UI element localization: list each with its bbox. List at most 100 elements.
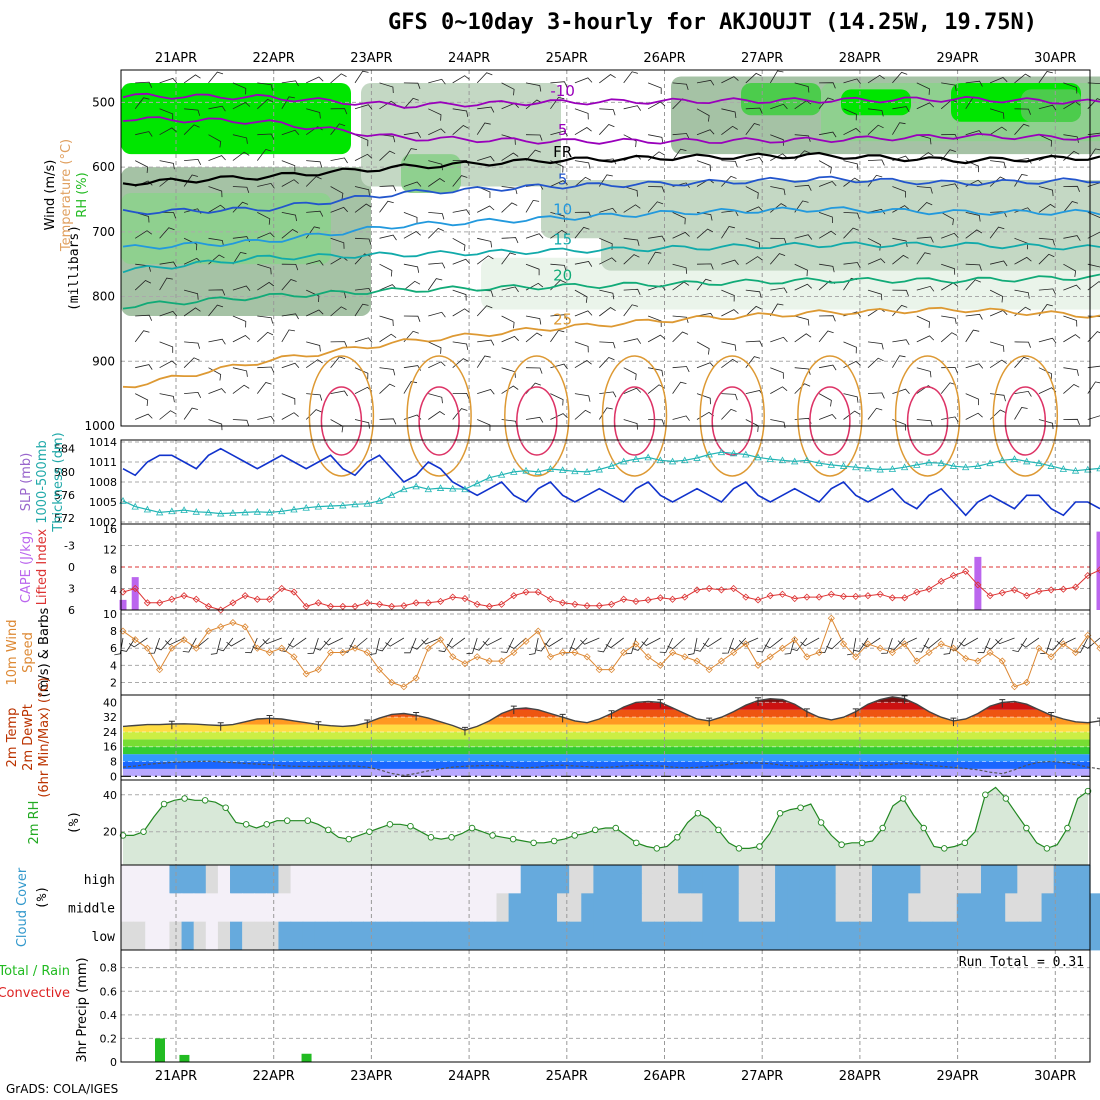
cloud-cell [871, 893, 885, 923]
date-label-top: 26APR [643, 51, 685, 66]
wind-barb [599, 257, 617, 265]
wind-barb [989, 341, 1005, 352]
wind-barb [819, 263, 835, 273]
thickness-marker [461, 485, 469, 493]
panel-label: 2m Temp [5, 708, 20, 768]
wind-barb [721, 125, 738, 136]
cloud-cell [629, 893, 643, 923]
lifted-index-marker [620, 595, 628, 603]
wind-barb [135, 393, 149, 407]
cloud-cell [133, 921, 146, 951]
cloud-cell [581, 893, 594, 923]
cloud-cell [460, 893, 473, 923]
cloud-cell [375, 865, 389, 894]
minmax-marker [950, 717, 957, 727]
wind-speed-marker [290, 653, 298, 661]
wind-barb [1014, 407, 1028, 420]
rh-marker [201, 797, 209, 804]
wind-barb [501, 335, 519, 343]
thickness-marker [424, 485, 432, 493]
wind-speed-marker [1072, 648, 1080, 657]
lifted-index-marker [888, 594, 896, 602]
rh-marker [838, 841, 845, 848]
wind-speed-marker [473, 653, 481, 661]
rh-marker [694, 810, 702, 817]
wind-barb [330, 390, 348, 397]
surface-wind-barb [580, 637, 600, 645]
cloud-cell [750, 921, 764, 951]
surface-wind-barb [128, 637, 148, 648]
minmax-marker [803, 708, 810, 717]
wind-barb [550, 229, 568, 239]
wind-barb [623, 419, 638, 430]
wind-barb [452, 408, 468, 420]
wind-barb [428, 108, 442, 121]
wind-barb [648, 419, 665, 426]
thickness-marker [290, 505, 298, 513]
thickness-marker [925, 458, 933, 466]
wind-barb [281, 179, 299, 187]
wind-barb [501, 252, 516, 265]
wind-speed-marker [962, 654, 970, 663]
wind-barb [892, 388, 910, 394]
wind-speed-marker [693, 657, 701, 665]
surface-wind-barb [888, 637, 905, 651]
surface-wind-barb [702, 637, 722, 648]
wind-barb [721, 160, 738, 168]
panel-label: 10m Wind [5, 619, 20, 685]
rh-marker [509, 835, 517, 843]
wind-barb [1087, 231, 1100, 239]
wind-barb [818, 160, 832, 174]
wind-barb [1087, 132, 1100, 136]
thickness-marker [827, 461, 835, 468]
temperature-band [123, 761, 1090, 769]
lifted-index-marker [583, 602, 591, 610]
thickness-marker [595, 465, 603, 473]
lifted-index-marker [815, 593, 823, 601]
wind-barb [403, 263, 420, 273]
wind-barb [623, 338, 642, 344]
cloud-cell [690, 865, 703, 894]
thickness-marker [778, 456, 787, 464]
wind-speed-marker [485, 657, 493, 665]
cloud-cell [532, 893, 546, 923]
rh-shading [401, 154, 461, 193]
minmax-marker [1097, 717, 1100, 727]
cloud-cell [1090, 921, 1100, 951]
date-label-bottom: 23APR [350, 1069, 392, 1084]
wind-barb [354, 237, 372, 245]
wind-barb [965, 393, 979, 406]
date-label-top: 25APR [546, 51, 588, 66]
wind-barb [623, 304, 639, 317]
wind-barb [1087, 212, 1100, 219]
wind-barb [1063, 418, 1080, 425]
wind-barb [1014, 289, 1030, 299]
thickness-marker [900, 463, 909, 471]
wind-barb [843, 262, 861, 268]
wind-barb [1038, 203, 1056, 213]
cloud-cell [738, 921, 752, 951]
surface-wind-barb [923, 637, 942, 649]
isotherm-label: 15 [553, 231, 572, 249]
wind-barb [1014, 123, 1030, 135]
cloud-cell [980, 893, 994, 923]
wind-barb [769, 303, 784, 317]
cloud-cell [496, 893, 510, 923]
rh-marker [817, 819, 825, 826]
cloud-cell [1077, 921, 1091, 951]
cloud-cell [266, 865, 280, 894]
cloud-cell [351, 893, 364, 923]
wind-barb [769, 253, 786, 265]
wind-barb [330, 123, 346, 135]
cloud-cell [121, 865, 134, 894]
warm-contour [711, 386, 753, 456]
cloud-cell [254, 893, 267, 923]
cloud-cell [520, 921, 534, 951]
wind-barb [623, 186, 638, 197]
wind-barb [623, 237, 640, 246]
date-label-bottom: 24APR [448, 1069, 490, 1084]
wind-barb [428, 212, 445, 220]
wind-barb [599, 124, 615, 135]
wind-speed-marker [388, 678, 396, 687]
cloud-cell [1005, 893, 1018, 923]
